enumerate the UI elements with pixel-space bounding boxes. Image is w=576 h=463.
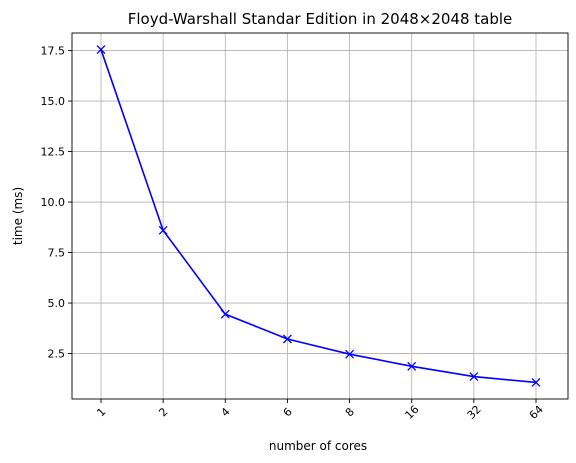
plot-frame xyxy=(71,32,569,400)
y-tick-label: 17.5 xyxy=(41,45,66,58)
y-tick-label: 7.5 xyxy=(48,247,66,260)
x-tick-label: 4 xyxy=(219,405,233,419)
y-tick-label: 2.5 xyxy=(48,348,66,361)
data-point-marker xyxy=(407,361,417,371)
marker-stroke xyxy=(407,361,417,371)
x-tick-label: 1 xyxy=(94,405,108,419)
y-tick-label: 5.0 xyxy=(48,297,66,310)
marker-stroke xyxy=(345,349,355,359)
marker-stroke xyxy=(282,334,292,344)
x-axis-ticks: 1 2 4 6 8 16 32 64 xyxy=(94,399,546,422)
data-point-marker xyxy=(96,45,106,55)
x-tick-label: 64 xyxy=(527,403,546,422)
data-point-marker xyxy=(158,225,168,235)
x-tick-label: 8 xyxy=(343,405,357,419)
grid xyxy=(72,33,568,399)
data-point-marker xyxy=(469,372,479,382)
marker-stroke xyxy=(469,372,479,382)
data-point-marker xyxy=(282,334,292,344)
x-tick-label: 16 xyxy=(403,403,422,422)
x-tick-label: 32 xyxy=(465,403,484,422)
y-tick-label: 15.0 xyxy=(41,95,66,108)
x-tick-label: 2 xyxy=(156,405,170,419)
marker-stroke xyxy=(531,377,541,387)
marker-stroke xyxy=(220,309,230,319)
series-line xyxy=(100,49,537,384)
x-tick-label: 6 xyxy=(281,405,295,419)
y-axis-label: time (ms) xyxy=(11,187,25,245)
data-point-marker xyxy=(220,309,230,319)
y-axis-ticks: 2.5 5.0 7.5 10.0 12.5 15.0 17.5 xyxy=(41,45,72,361)
x-axis-label: number of cores xyxy=(269,439,367,453)
series xyxy=(96,45,541,387)
y-tick-label: 12.5 xyxy=(41,146,66,159)
chart-title: Floyd-Warshall Standar Edition in 2048×2… xyxy=(128,10,513,28)
data-point-marker xyxy=(531,377,541,387)
data-point-marker xyxy=(345,349,355,359)
y-tick-label: 10.0 xyxy=(41,196,66,209)
marker-stroke xyxy=(96,45,106,55)
marker-stroke xyxy=(158,225,168,235)
